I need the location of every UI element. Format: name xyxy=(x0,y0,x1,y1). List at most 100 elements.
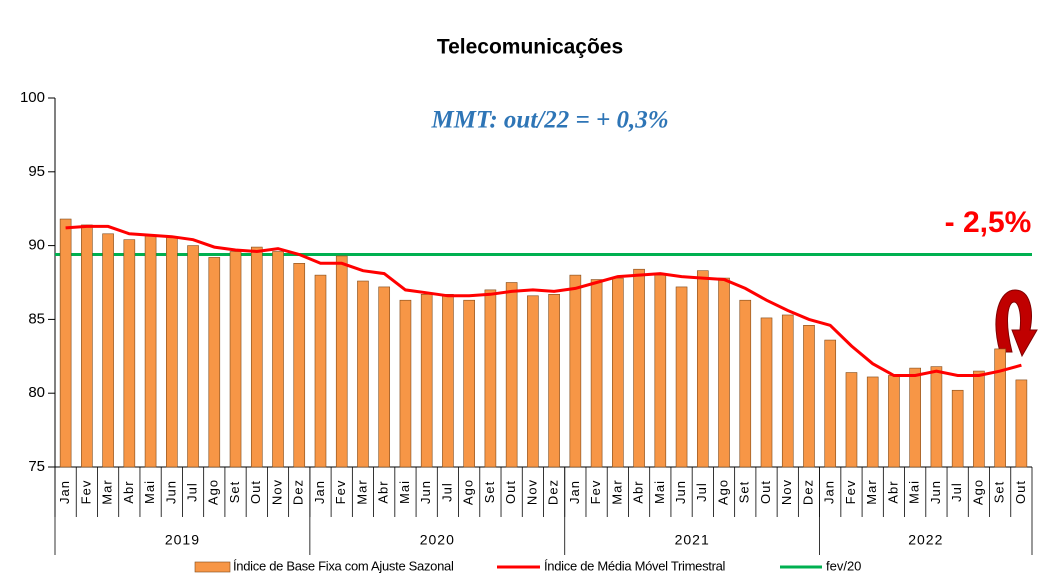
bar xyxy=(718,277,730,468)
bar xyxy=(187,245,199,468)
x-tick-label: Ago xyxy=(970,479,985,505)
x-tick-label: Abr xyxy=(885,480,900,503)
legend-label: fev/20 xyxy=(826,558,861,573)
bar xyxy=(272,251,284,468)
x-tick-label: Jun xyxy=(928,480,943,504)
chart-title: Telecomunicações xyxy=(437,36,623,59)
bar xyxy=(378,286,391,468)
x-tick-label: Jul xyxy=(694,482,709,502)
y-tick-label: 90 xyxy=(28,237,45,254)
bar xyxy=(250,246,263,468)
bar xyxy=(102,233,114,468)
bar xyxy=(951,389,964,468)
annotation: - 2,5% xyxy=(945,206,1032,239)
y-tick-label: 85 xyxy=(28,310,45,327)
x-tick-label: Jan xyxy=(57,480,72,504)
x-tick-label: Fev xyxy=(78,480,93,505)
x-tick-label: Jan xyxy=(312,480,327,504)
x-tick-label: Mar xyxy=(609,479,624,504)
x-tick-label: Fev xyxy=(588,480,603,505)
x-tick-label: Jan xyxy=(567,480,582,504)
legend-label: Índice de Média Móvel Trimestral xyxy=(544,558,726,573)
legend-swatch xyxy=(194,561,231,573)
bar xyxy=(781,314,794,468)
x-tick-label: Mai xyxy=(907,480,922,504)
bar xyxy=(909,367,921,468)
x-tick-label: Abr xyxy=(376,480,391,503)
x-tick-label: Set xyxy=(482,481,497,504)
bar xyxy=(357,280,369,468)
x-tick-label: Mai xyxy=(142,480,157,504)
bar xyxy=(888,375,900,468)
y-tick-label: 95 xyxy=(28,163,45,180)
x-tick-label: Abr xyxy=(631,480,646,503)
x-tick-label: Nov xyxy=(269,479,284,505)
x-tick-label: Fev xyxy=(333,480,348,505)
bar xyxy=(675,286,688,468)
x-tick-label: Nov xyxy=(524,479,539,505)
bar xyxy=(803,325,815,468)
bar xyxy=(633,268,645,468)
bar xyxy=(463,299,475,468)
bar xyxy=(569,274,582,468)
bar xyxy=(845,372,858,468)
bar xyxy=(59,218,72,468)
bar xyxy=(505,282,518,468)
bar xyxy=(144,234,157,468)
bar xyxy=(293,263,306,468)
x-tick-label: Set xyxy=(992,481,1007,504)
x-tick-label: Jun xyxy=(163,480,178,504)
x-tick-label: Jun xyxy=(418,480,433,504)
bar xyxy=(420,294,433,468)
x-tick-label: Ago xyxy=(715,479,730,505)
line-series xyxy=(65,224,1022,377)
bar xyxy=(399,299,412,468)
x-tick-label: Jun xyxy=(673,480,688,504)
bar xyxy=(696,270,709,468)
bar xyxy=(208,257,221,468)
bar xyxy=(442,294,454,468)
bar xyxy=(314,274,327,468)
x-tick-label: Jul xyxy=(949,482,964,502)
x-tick-label: Mar xyxy=(354,479,369,504)
annotation: MMT: out/22 = + 0,3% xyxy=(430,107,668,134)
x-tick-label: Out xyxy=(503,480,518,504)
bar xyxy=(654,274,667,468)
x-tick-label: Ago xyxy=(206,479,221,505)
x-tick-label: Mar xyxy=(864,479,879,504)
bar xyxy=(973,370,985,468)
bar xyxy=(824,339,837,468)
x-tick-label: Set xyxy=(227,481,242,504)
bar xyxy=(739,299,752,468)
x-tick-label: Fev xyxy=(843,480,858,505)
group-label: 2020 xyxy=(420,532,455,548)
x-tick-label: Abr xyxy=(121,480,136,503)
x-tick-label: Mai xyxy=(652,480,667,504)
x-tick-label: Out xyxy=(758,480,773,504)
bar xyxy=(590,279,603,468)
group-label: 2022 xyxy=(908,532,943,548)
bar xyxy=(866,376,879,468)
x-tick-label: Out xyxy=(248,480,263,504)
bar xyxy=(760,317,773,468)
x-tick-label: Dez xyxy=(546,479,561,505)
bar xyxy=(229,251,242,468)
x-tick-label: Mai xyxy=(397,480,412,504)
x-tick-label: Out xyxy=(1013,480,1028,504)
bar xyxy=(527,295,539,468)
bar xyxy=(123,239,136,468)
y-tick-label: 75 xyxy=(28,458,45,475)
legend-label: Índice de Base Fixa com Ajuste Sazonal xyxy=(233,558,454,573)
bar xyxy=(166,236,178,468)
group-label: 2019 xyxy=(165,532,200,548)
x-tick-label: Dez xyxy=(800,479,815,505)
bar xyxy=(1015,379,1028,468)
bar xyxy=(484,289,497,468)
x-tick-label: Jan xyxy=(822,480,837,504)
x-tick-label: Nov xyxy=(779,479,794,505)
bar xyxy=(994,348,1006,468)
bar xyxy=(335,255,348,468)
bar xyxy=(930,366,943,468)
x-tick-label: Dez xyxy=(291,479,306,505)
